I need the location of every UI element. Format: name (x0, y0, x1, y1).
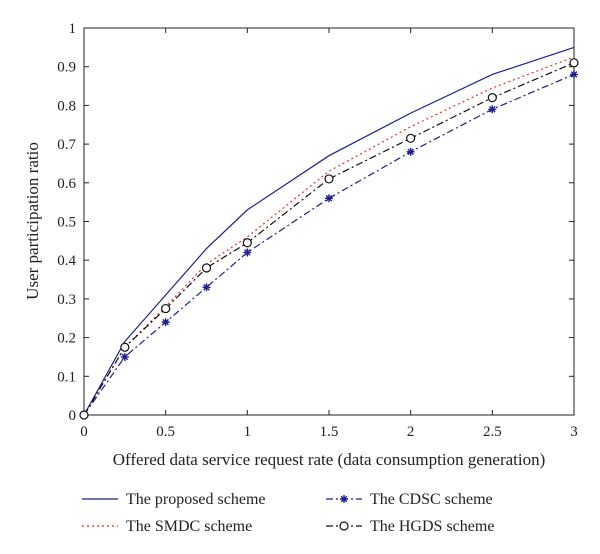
star-marker (120, 352, 129, 361)
legend-label: The CDSC scheme (370, 491, 493, 508)
star-marker (488, 105, 497, 114)
x-axis-label: Offered data service request rate (data … (113, 450, 546, 469)
series-1 (83, 46, 575, 416)
y-tick-label: 0.4 (57, 253, 76, 269)
circle-marker (339, 521, 349, 531)
legend-item: The SMDC scheme (82, 518, 252, 535)
star-marker (570, 70, 578, 79)
axis-ticks: 0 0.5 1 1.5 2 2.5 3 0 0.1 0.2 0.3 0.4 0.5 0.6 0.7 0.8 0.… (57, 21, 578, 440)
circle-marker (242, 238, 252, 248)
star-marker (406, 147, 415, 156)
circle-marker (569, 58, 579, 68)
x-tick-label: 0.5 (156, 424, 175, 440)
circle-marker (487, 93, 497, 103)
x-tick-label: 3 (570, 424, 578, 440)
legend: The proposed scheme The SMDC scheme The CD… (82, 491, 494, 535)
series-line (83, 46, 575, 416)
x-tick-label: 1 (244, 424, 252, 440)
legend-item: The CDSC scheme (326, 491, 493, 508)
circle-marker (201, 263, 212, 273)
y-tick-label: 0 (69, 408, 77, 424)
y-tick-label: 0.7 (57, 137, 76, 153)
plot-area (83, 27, 575, 416)
star-marker (202, 283, 211, 292)
y-tick-label: 0.3 (57, 292, 76, 308)
legend-label: The SMDC scheme (126, 518, 252, 535)
y-axis-label: User participation ratio (23, 142, 42, 300)
y-tick-label: 0.9 (57, 60, 76, 76)
star-marker (161, 318, 170, 327)
x-tick-label: 0 (80, 424, 88, 440)
y-tick-label: 0.1 (57, 369, 76, 385)
circle-marker (79, 410, 89, 420)
star-marker (340, 495, 348, 503)
legend-label: The proposed scheme (126, 491, 266, 508)
x-tick-label: 2 (407, 424, 415, 440)
series-layer (79, 46, 579, 420)
circle-marker (406, 133, 416, 143)
y-tick-label: 0.8 (57, 98, 76, 114)
y-tick-label: 0.6 (57, 176, 76, 192)
legend-item: The proposed scheme (82, 491, 266, 508)
y-tick-label: 0.5 (57, 215, 76, 231)
y-tick-label: 0.2 (57, 331, 76, 347)
circle-marker (161, 303, 171, 314)
y-tick-label: 1 (69, 21, 77, 37)
x-tick-label: 1.5 (320, 424, 339, 440)
legend-label: The HGDS scheme (370, 518, 494, 535)
legend-item: The HGDS scheme (326, 518, 494, 535)
circle-marker (120, 342, 130, 352)
series-4 (79, 58, 579, 420)
x-tick-label: 2.5 (483, 424, 502, 440)
star-marker (243, 248, 252, 257)
circle-marker (324, 174, 334, 184)
star-marker (325, 194, 333, 203)
